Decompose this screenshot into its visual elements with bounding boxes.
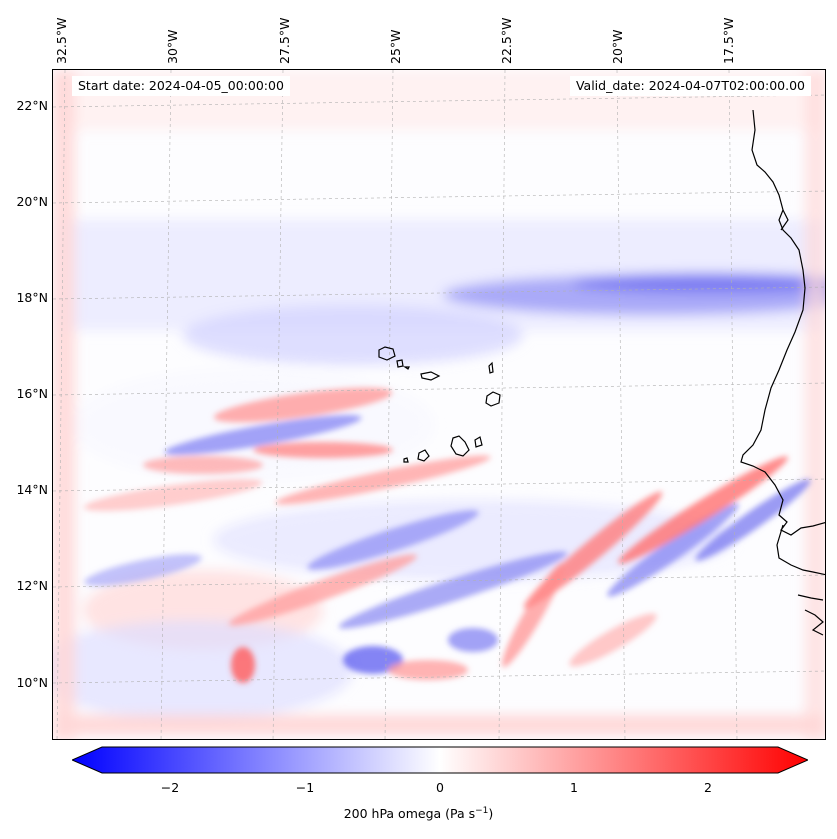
colorbar-tick: −2 (160, 780, 180, 795)
lon-label-17-5w: 17.5°W (721, 17, 736, 64)
lat-label-22n: 22°N (16, 98, 48, 113)
colorbar-bar (72, 746, 808, 774)
omega-field (53, 70, 825, 739)
lon-label-32-5w: 32.5°W (54, 17, 69, 64)
cape-verde-islands (378, 346, 501, 463)
lat-label-12n: 12°N (16, 578, 48, 593)
lon-label-20w: 20°W (610, 29, 625, 64)
lon-label-27-5w: 27.5°W (277, 17, 292, 64)
colorbar-label-main: 200 hPa omega (Pa s (343, 806, 476, 822)
valid-date-label: Valid_date: 2024-04-07T02:00:00.00 (569, 76, 811, 96)
colorbar-label-end: ) (488, 806, 494, 822)
gridlines (53, 70, 825, 739)
lon-label-25w: 25°W (388, 29, 403, 64)
colorbar-label-exponent: −1 (475, 806, 489, 816)
convective-features (83, 387, 811, 683)
lat-label-18n: 18°N (16, 290, 48, 305)
lon-label-30w: 30°W (165, 29, 180, 64)
colorbar-tick: −1 (295, 780, 315, 795)
background-bands (53, 70, 825, 739)
colorbar-tick: 0 (436, 780, 444, 795)
lat-label-20n: 20°N (16, 194, 48, 209)
colorbar-tick: 1 (570, 780, 578, 795)
lat-label-10n: 10°N (16, 675, 48, 690)
colorbar-tick: 2 (704, 780, 712, 795)
lon-label-22-5w: 22.5°W (499, 17, 514, 64)
lat-label-14n: 14°N (16, 482, 48, 497)
coastline (740, 109, 825, 636)
colorbar (72, 746, 808, 774)
lat-label-16n: 16°N (16, 386, 48, 401)
map-panel (52, 69, 826, 740)
start-date-label: Start date: 2024-04-05_00:00:00 (72, 76, 290, 96)
colorbar-label: 200 hPa omega (Pa s−1) (0, 806, 837, 821)
